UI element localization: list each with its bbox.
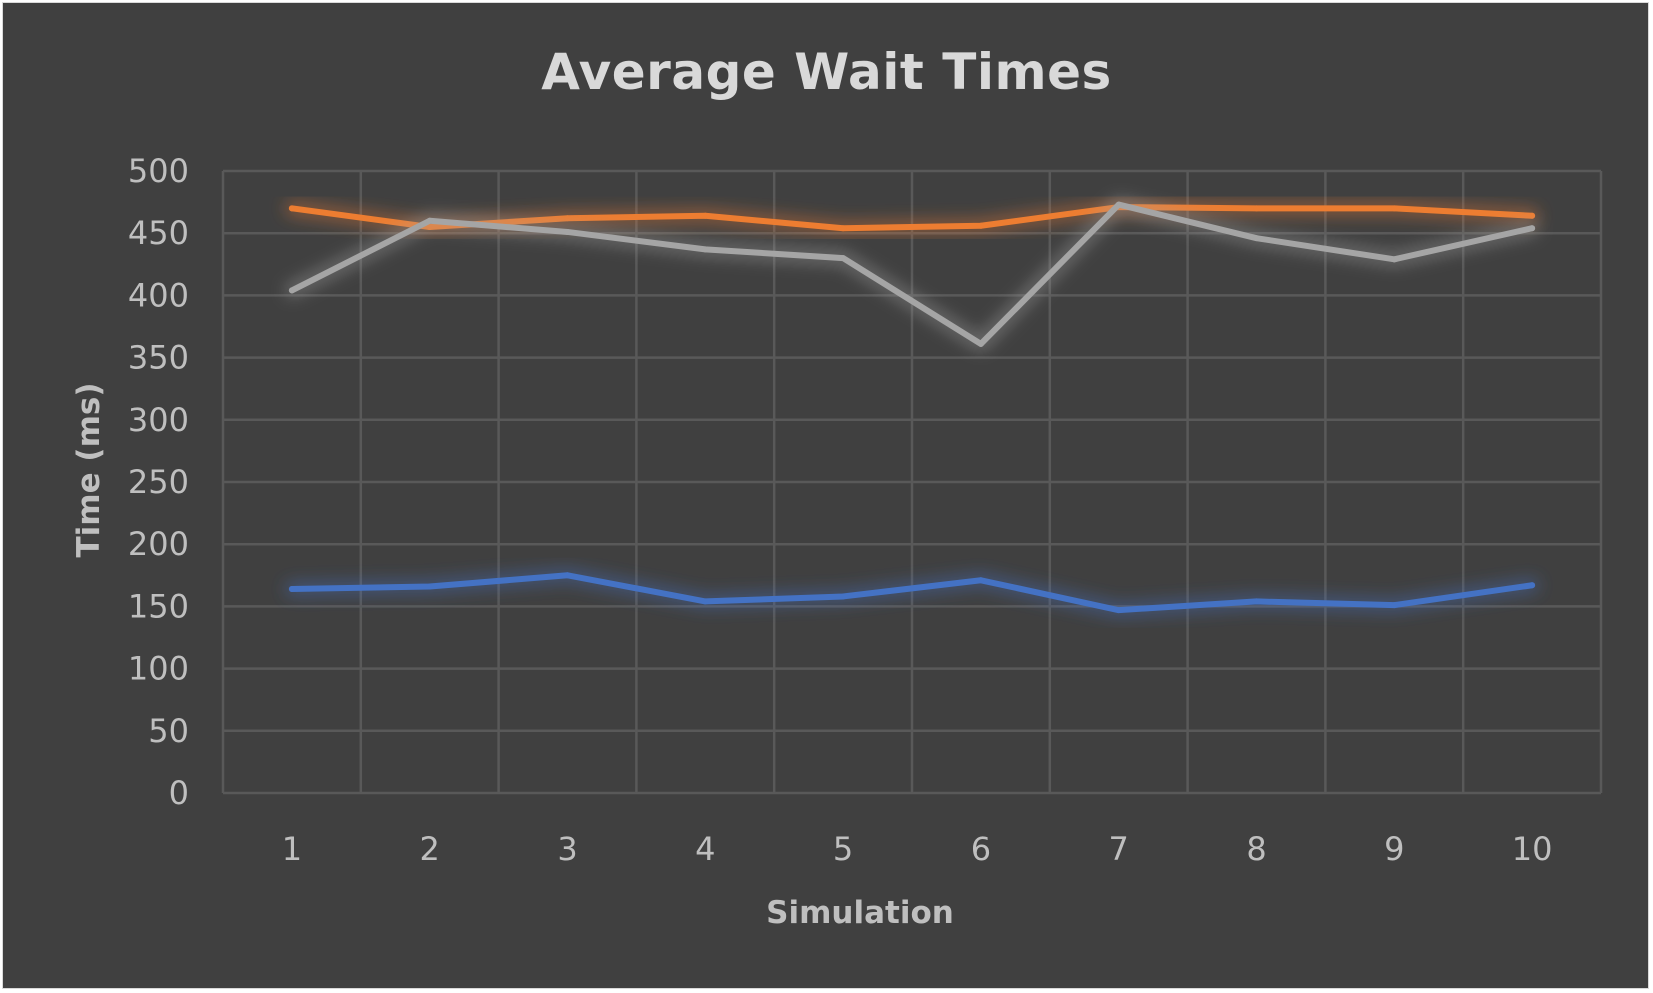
data-point <box>1529 225 1536 232</box>
y-tick-label: 300 <box>128 401 189 439</box>
data-point <box>1253 235 1260 242</box>
y-tick-label: 450 <box>128 214 189 252</box>
y-tick-label: 100 <box>128 650 189 688</box>
series-lines <box>284 197 1540 618</box>
series-line-3 <box>288 572 1536 614</box>
data-point <box>288 585 295 592</box>
data-point <box>1529 212 1536 219</box>
y-tick-label: 250 <box>128 463 189 501</box>
data-point <box>1529 582 1536 589</box>
data-point <box>1391 256 1398 263</box>
data-point <box>1115 607 1122 614</box>
data-point <box>564 228 571 235</box>
data-point <box>977 222 984 229</box>
data-point <box>1253 205 1260 212</box>
x-tick-label: 2 <box>420 830 440 868</box>
y-tick-label: 50 <box>148 712 189 750</box>
y-tick-label: 200 <box>128 525 189 563</box>
data-point <box>288 287 295 294</box>
x-tick-label: 8 <box>1246 830 1266 868</box>
x-tick-label: 9 <box>1384 830 1404 868</box>
data-point <box>1253 598 1260 605</box>
data-point <box>702 598 709 605</box>
x-tick-label: 7 <box>1109 830 1129 868</box>
series-line-2 <box>288 201 1536 347</box>
x-tick-label: 6 <box>971 830 991 868</box>
data-point <box>1391 205 1398 212</box>
x-tick-label: 5 <box>833 830 853 868</box>
data-point <box>840 593 847 600</box>
data-point <box>840 225 847 232</box>
data-point <box>977 340 984 347</box>
x-tick-label: 10 <box>1512 830 1553 868</box>
y-tick-label: 350 <box>128 339 189 377</box>
x-tick-label: 3 <box>557 830 577 868</box>
data-point <box>840 255 847 262</box>
data-point <box>564 215 571 222</box>
data-point <box>977 577 984 584</box>
y-tick-label: 0 <box>169 774 189 812</box>
data-point <box>1391 602 1398 609</box>
data-point <box>426 583 433 590</box>
line-chart: 0 50 100 150 200 250 300 350 400 450 500 1 2 3 4 5 6 7 8 9… <box>71 152 1603 931</box>
data-point <box>702 246 709 253</box>
y-axis-title: Time (ms) <box>71 383 107 558</box>
data-point <box>1115 201 1122 208</box>
x-axis-title: Simulation <box>766 895 954 931</box>
data-point <box>702 212 709 219</box>
y-tick-label: 400 <box>128 276 189 314</box>
y-tick-label: 500 <box>128 152 189 190</box>
x-tick-label: 4 <box>695 830 715 868</box>
data-point <box>288 205 295 212</box>
x-axis-ticks: 1 2 3 4 5 6 7 8 9 10 <box>282 830 1553 868</box>
x-tick-label: 1 <box>282 830 302 868</box>
y-tick-label: 150 <box>128 587 189 625</box>
data-point <box>426 217 433 224</box>
chart-title: Average Wait Times <box>541 43 1112 101</box>
y-axis-ticks: 0 50 100 150 200 250 300 350 400 450 500 <box>128 152 189 812</box>
data-point <box>564 572 571 579</box>
